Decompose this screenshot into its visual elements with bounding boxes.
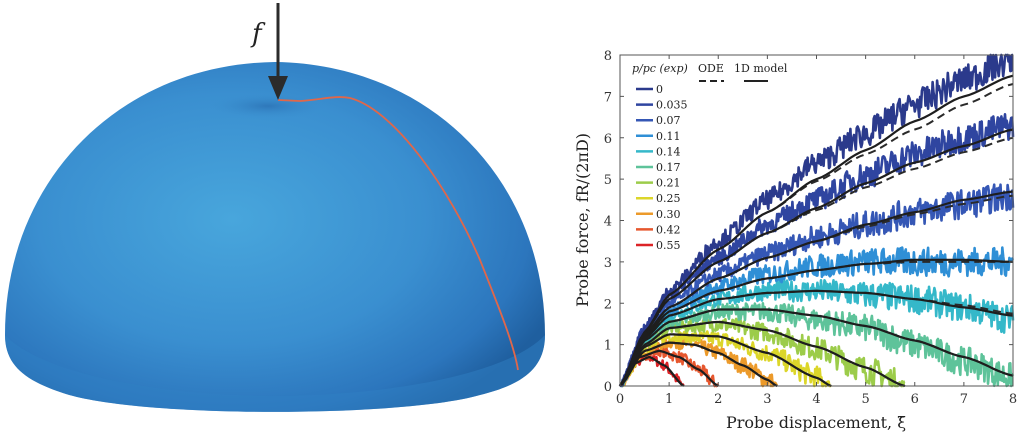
legend-label: 0.30 bbox=[656, 208, 681, 221]
dome-surface bbox=[5, 62, 545, 412]
deformation-path-line bbox=[277, 96, 519, 371]
model-series-0.21 bbox=[619, 320, 906, 388]
legend-label: 0.17 bbox=[656, 161, 681, 174]
x-tick-label: 7 bbox=[960, 392, 968, 407]
x-tick-label: 2 bbox=[714, 392, 722, 407]
legend-entry: 0.07 bbox=[636, 114, 681, 127]
x-tick-label: 6 bbox=[911, 392, 919, 407]
x-tick-label: 8 bbox=[1009, 392, 1017, 407]
plot-curves bbox=[618, 53, 1015, 388]
y-tick-label: 7 bbox=[604, 90, 612, 105]
x-axis-label: Probe displacement, ξ̄ bbox=[726, 413, 906, 432]
model-series-0.30 bbox=[619, 341, 778, 388]
force-label: f bbox=[250, 19, 266, 49]
model-series-0.17 bbox=[619, 308, 1014, 387]
legend-entry: 0.14 bbox=[636, 145, 681, 158]
legend-header: p/pc (exp) bbox=[632, 62, 688, 75]
ode-series-0.07 bbox=[619, 194, 1014, 387]
chart-svg: 0 1 2 3 4 5 6 7 8 0 1 2 3 4 5 6 7 8 Probe displacement, ξ… bbox=[573, 49, 1017, 432]
legend-label: 0.25 bbox=[656, 192, 681, 205]
legend-label: 0.55 bbox=[656, 239, 681, 252]
y-tick-label: 6 bbox=[604, 132, 612, 147]
model-series-0.07 bbox=[619, 190, 1014, 387]
x-tick-label: 1 bbox=[665, 392, 673, 407]
experimental-series-0.25 bbox=[618, 329, 833, 388]
x-tick-label: 5 bbox=[861, 392, 869, 407]
model-series-0.42 bbox=[619, 349, 719, 387]
y-tick-label: 2 bbox=[604, 297, 612, 312]
x-tick-label: 3 bbox=[763, 392, 771, 407]
x-tick-label: 4 bbox=[812, 392, 820, 407]
y-tick-label: 4 bbox=[604, 215, 612, 230]
model-series-0.14 bbox=[619, 289, 1014, 387]
ode-series-0 bbox=[619, 83, 1014, 387]
legend-entry: 0.035 bbox=[636, 99, 688, 112]
y-tick-label: 1 bbox=[604, 339, 612, 354]
model-series-0.25 bbox=[619, 333, 832, 388]
legend-entries: 0 0.035 0.07 0.11 0.14 0.17 0.21 0.25 0.30 0.42 0.… bbox=[636, 83, 688, 252]
legend-entry: 0.42 bbox=[636, 223, 681, 236]
y-tick-label: 3 bbox=[604, 256, 612, 271]
experimental-series-0.30 bbox=[619, 336, 779, 388]
legend-model-label: 1D model bbox=[734, 62, 788, 75]
legend-entry: 0.25 bbox=[636, 192, 681, 205]
axis-ticks: 0 1 2 3 4 5 6 7 8 0 1 2 3 4 5 6 7 8 bbox=[604, 49, 1017, 407]
experimental-series-0 bbox=[618, 53, 1014, 387]
y-tick-label: 5 bbox=[604, 173, 612, 188]
legend-entry: 0.55 bbox=[636, 239, 681, 252]
legend-label: 0.11 bbox=[656, 130, 681, 143]
legend-label: 0 bbox=[656, 83, 663, 96]
dome-illustration: f bbox=[5, 3, 545, 412]
legend-label: 0.035 bbox=[656, 99, 688, 112]
y-tick-label: 0 bbox=[604, 380, 612, 395]
experimental-series-0.11 bbox=[618, 246, 1015, 387]
legend-entry: 0 bbox=[636, 83, 663, 96]
model-series-0.11 bbox=[619, 258, 1014, 387]
legend-label: 0.07 bbox=[656, 114, 681, 127]
force-displacement-chart: 0 1 2 3 4 5 6 7 8 0 1 2 3 4 5 6 7 8 Probe displacement, ξ… bbox=[560, 0, 1024, 436]
legend-entry: 0.21 bbox=[636, 177, 681, 190]
dome-svg: f bbox=[5, 3, 545, 412]
y-axis-label: Probe force, fR/(2πD) bbox=[573, 133, 592, 307]
model-series-0.035 bbox=[619, 128, 1014, 387]
legend: p/pc (exp) ODE 1D model 0 0.035 0.07 0.11 0.… bbox=[632, 62, 788, 252]
model-series-0.55 bbox=[619, 355, 685, 387]
indentation-dimple bbox=[208, 93, 328, 119]
legend-label: 0.42 bbox=[656, 223, 681, 236]
legend-ode-label: ODE bbox=[698, 62, 724, 75]
legend-label: 0.21 bbox=[656, 177, 681, 190]
force-arrow-head-icon bbox=[268, 76, 288, 100]
legend-label: 0.14 bbox=[656, 145, 681, 158]
legend-entry: 0.11 bbox=[636, 130, 681, 143]
model-series-0 bbox=[619, 74, 1014, 387]
experimental-series-0.07 bbox=[619, 183, 1015, 388]
legend-entry: 0.17 bbox=[636, 161, 681, 174]
y-tick-label: 8 bbox=[604, 49, 612, 64]
legend-entry: 0.30 bbox=[636, 208, 681, 221]
dome-base-shade bbox=[5, 335, 545, 412]
x-tick-label: 0 bbox=[616, 392, 624, 407]
